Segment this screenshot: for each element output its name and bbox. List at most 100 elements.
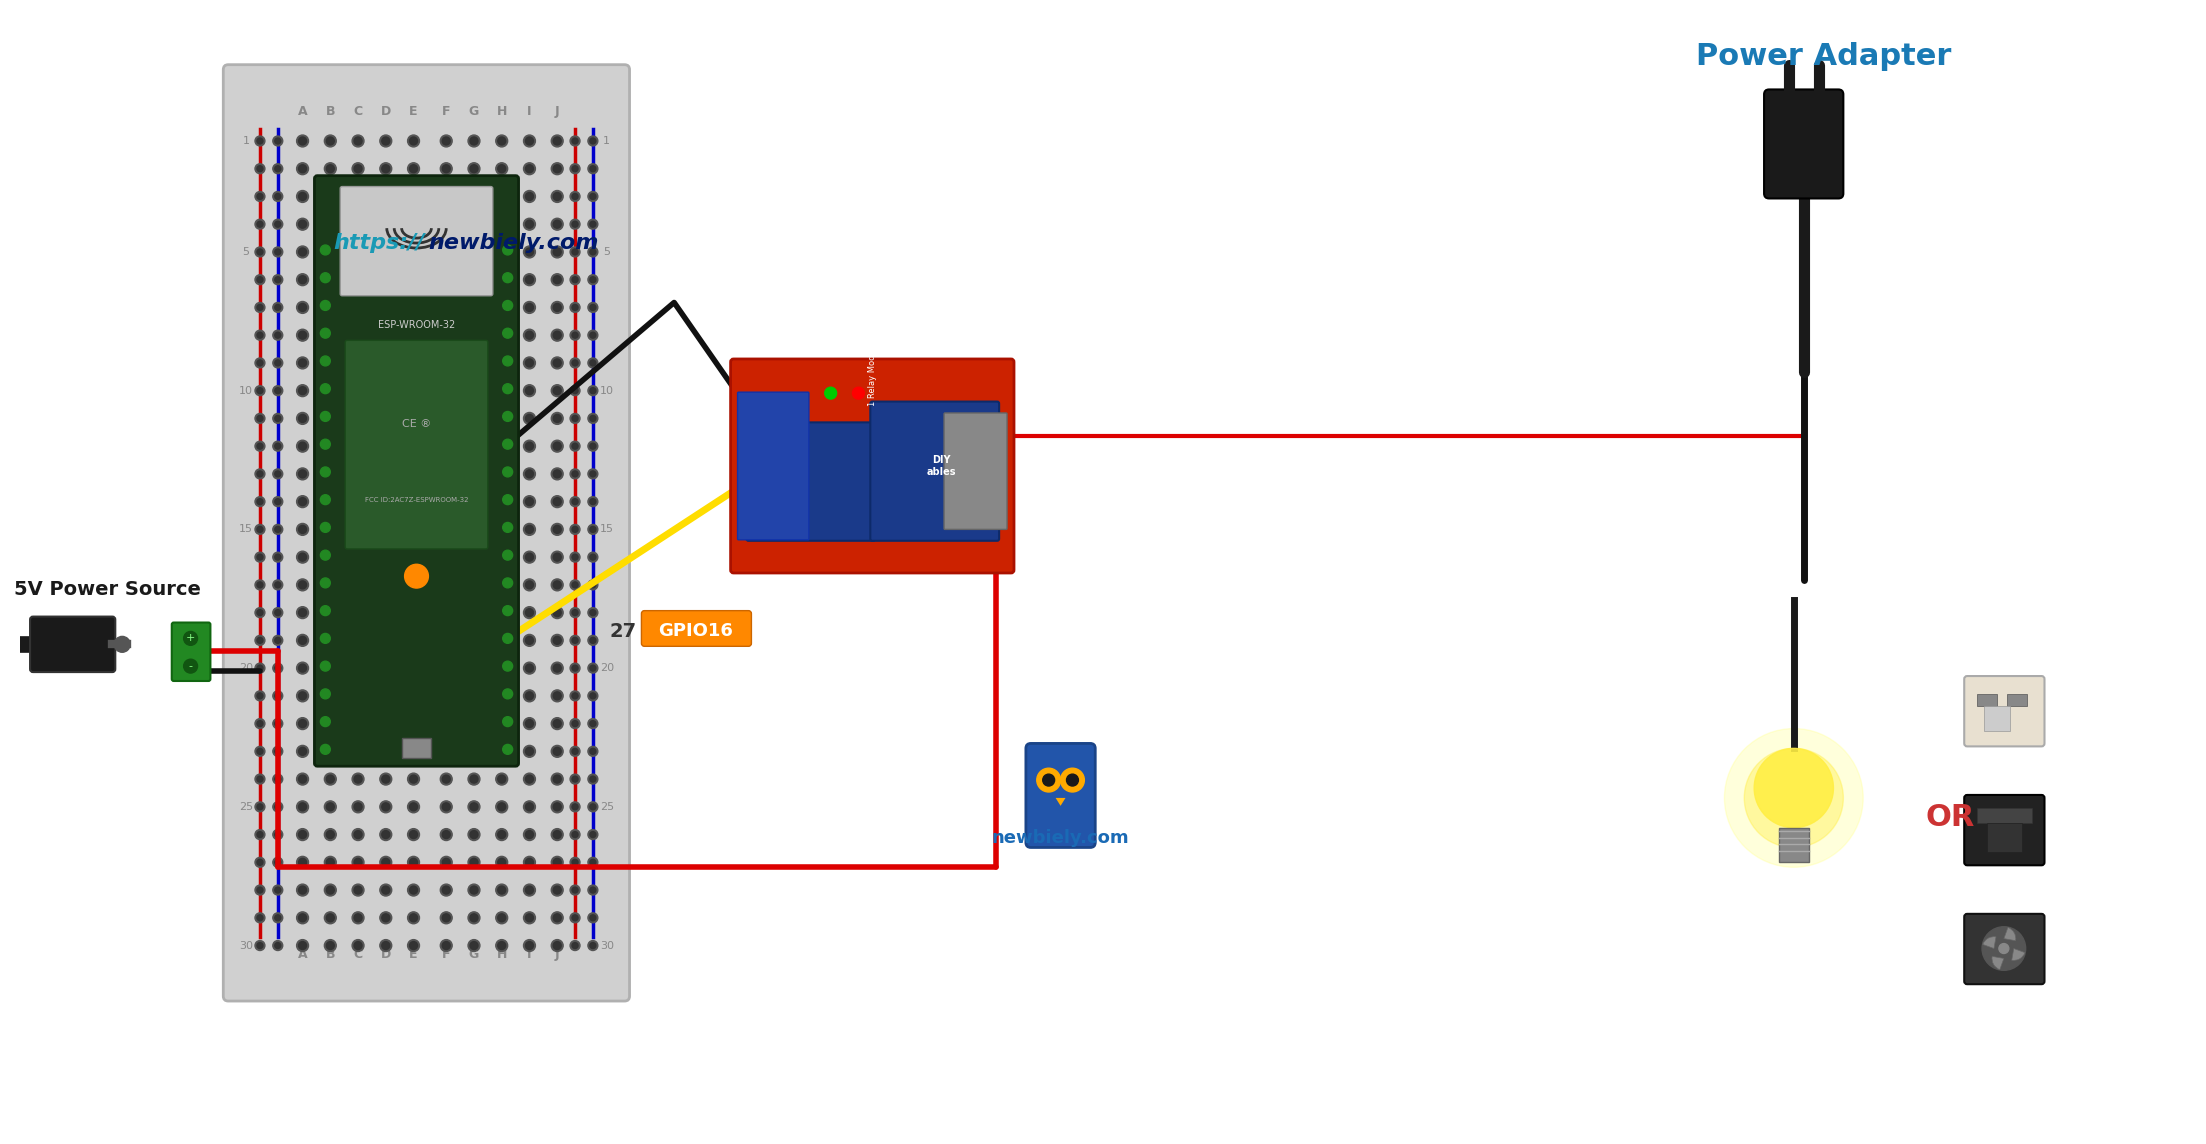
- Circle shape: [408, 329, 419, 341]
- Circle shape: [256, 887, 263, 893]
- Circle shape: [589, 582, 596, 588]
- Circle shape: [326, 165, 335, 173]
- Circle shape: [441, 609, 450, 617]
- Circle shape: [274, 607, 282, 618]
- Circle shape: [503, 494, 512, 505]
- Circle shape: [274, 885, 282, 895]
- Circle shape: [589, 413, 598, 423]
- Circle shape: [552, 357, 563, 368]
- Circle shape: [298, 332, 307, 339]
- Circle shape: [468, 606, 481, 619]
- Circle shape: [353, 551, 364, 563]
- Circle shape: [274, 413, 282, 423]
- Circle shape: [554, 192, 560, 200]
- Circle shape: [256, 693, 263, 699]
- Circle shape: [499, 720, 505, 728]
- Circle shape: [410, 858, 417, 866]
- Circle shape: [499, 858, 505, 866]
- Text: A: A: [298, 105, 307, 118]
- Circle shape: [298, 443, 307, 450]
- Circle shape: [296, 413, 309, 424]
- Circle shape: [499, 747, 505, 755]
- Circle shape: [355, 581, 362, 589]
- Circle shape: [525, 470, 534, 478]
- Circle shape: [499, 942, 505, 950]
- Circle shape: [382, 858, 390, 866]
- Circle shape: [552, 828, 563, 841]
- Circle shape: [554, 720, 560, 728]
- Bar: [1977, 694, 1996, 706]
- Circle shape: [274, 718, 282, 729]
- Circle shape: [569, 580, 580, 590]
- Circle shape: [552, 606, 563, 619]
- Circle shape: [274, 829, 282, 840]
- Circle shape: [379, 135, 393, 146]
- Circle shape: [115, 636, 130, 652]
- Circle shape: [441, 690, 452, 701]
- Circle shape: [554, 443, 560, 450]
- Circle shape: [320, 494, 331, 505]
- Circle shape: [496, 884, 507, 896]
- Circle shape: [569, 191, 580, 201]
- Circle shape: [324, 773, 335, 785]
- Circle shape: [441, 137, 450, 145]
- Circle shape: [571, 499, 578, 505]
- Circle shape: [382, 414, 390, 422]
- Circle shape: [569, 635, 580, 645]
- Text: 5V Power Source: 5V Power Source: [13, 580, 201, 599]
- Circle shape: [408, 828, 419, 841]
- Circle shape: [298, 831, 307, 839]
- Circle shape: [296, 302, 309, 313]
- Circle shape: [523, 302, 536, 313]
- Circle shape: [569, 885, 580, 895]
- Polygon shape: [1057, 797, 1065, 805]
- Circle shape: [441, 162, 452, 175]
- Circle shape: [589, 610, 596, 615]
- Circle shape: [276, 804, 280, 810]
- Circle shape: [571, 138, 578, 144]
- Circle shape: [382, 165, 390, 173]
- Circle shape: [296, 273, 309, 286]
- Circle shape: [298, 359, 307, 367]
- Circle shape: [552, 440, 563, 452]
- Circle shape: [468, 135, 481, 146]
- Circle shape: [410, 276, 417, 284]
- Circle shape: [468, 884, 481, 896]
- Circle shape: [408, 635, 419, 646]
- Circle shape: [525, 498, 534, 506]
- Circle shape: [589, 221, 596, 228]
- Circle shape: [470, 387, 479, 395]
- Circle shape: [503, 328, 512, 339]
- Circle shape: [503, 383, 512, 394]
- Circle shape: [296, 828, 309, 841]
- Circle shape: [470, 221, 479, 228]
- Circle shape: [256, 496, 265, 507]
- Circle shape: [468, 579, 481, 590]
- Circle shape: [256, 136, 265, 146]
- Circle shape: [410, 332, 417, 339]
- Circle shape: [589, 358, 598, 368]
- Circle shape: [589, 829, 598, 840]
- Circle shape: [353, 162, 364, 175]
- Circle shape: [256, 748, 263, 754]
- Circle shape: [324, 690, 335, 701]
- Circle shape: [589, 607, 598, 618]
- Text: 10: 10: [238, 386, 254, 396]
- Circle shape: [468, 912, 481, 923]
- Circle shape: [256, 413, 265, 423]
- Circle shape: [410, 387, 417, 395]
- Circle shape: [353, 191, 364, 202]
- Circle shape: [355, 303, 362, 311]
- Text: ESP-WROOM-32: ESP-WROOM-32: [377, 320, 454, 329]
- Circle shape: [296, 384, 309, 397]
- Circle shape: [256, 554, 263, 561]
- Circle shape: [410, 665, 417, 672]
- Circle shape: [353, 690, 364, 701]
- Circle shape: [256, 443, 263, 450]
- Circle shape: [441, 606, 452, 619]
- Circle shape: [382, 720, 390, 728]
- Circle shape: [525, 303, 534, 311]
- Circle shape: [468, 384, 481, 397]
- Circle shape: [441, 135, 452, 146]
- Circle shape: [569, 302, 580, 312]
